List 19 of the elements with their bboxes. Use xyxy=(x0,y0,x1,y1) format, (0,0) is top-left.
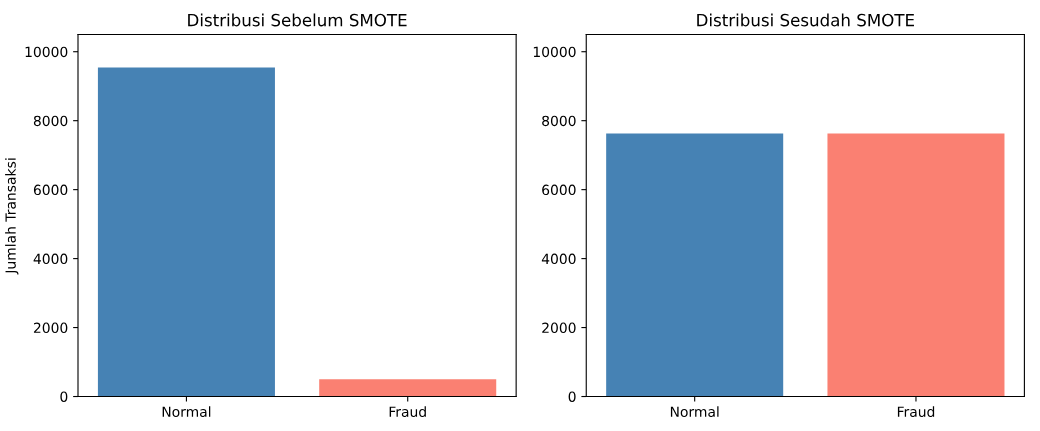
x-tick-label: Normal xyxy=(162,406,211,417)
y-tick-label: 2000 xyxy=(542,322,576,334)
x-tick-label: Fraud xyxy=(389,406,426,417)
y-tick-label: 4000 xyxy=(541,253,576,265)
y-axis-title: Jumlah Transaksi xyxy=(5,158,19,275)
y-tick-label: 0 xyxy=(568,391,576,402)
y-tick-label: 4000 xyxy=(33,253,68,265)
y-tick-label: 10000 xyxy=(533,46,576,58)
y-tick-label: 2000 xyxy=(33,322,68,334)
y-tick-label: 0 xyxy=(60,391,68,402)
y-tick-label: 8000 xyxy=(542,115,576,127)
chart-title: Distribusi Sebelum SMOTE xyxy=(188,13,407,27)
x-tick-label: Normal xyxy=(670,406,719,417)
x-tick-label: Fraud xyxy=(897,406,935,417)
y-tick-label: 6000 xyxy=(542,184,576,196)
chart-title: Distribusi Sesudah SMOTE xyxy=(697,13,914,27)
y-tick-label: 6000 xyxy=(33,184,68,196)
y-tick-label: 10000 xyxy=(25,46,68,58)
y-tick-label: 8000 xyxy=(33,115,68,127)
